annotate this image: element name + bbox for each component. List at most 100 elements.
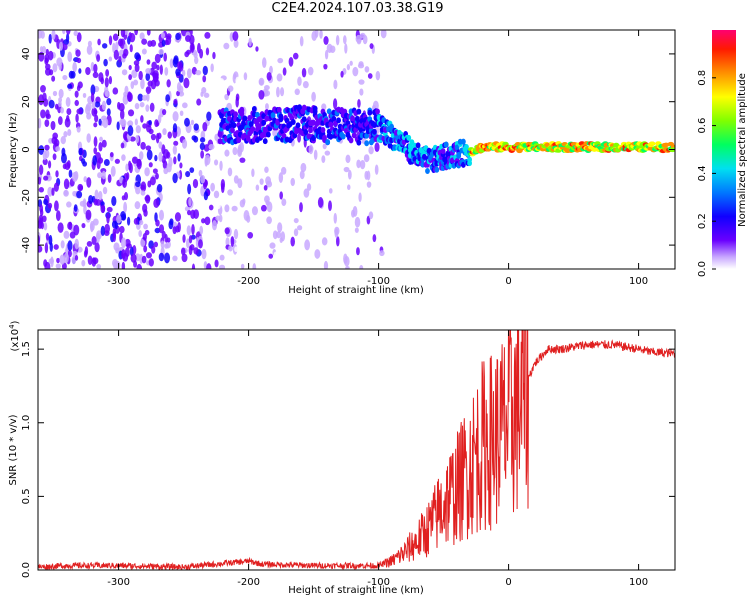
heatmap-cell — [100, 225, 105, 237]
heatmap-cell — [74, 238, 79, 250]
heatmap-cell — [188, 197, 192, 207]
heatmap-cell — [122, 94, 129, 105]
heatmap-cell — [116, 214, 122, 224]
heatmap-cell — [345, 154, 351, 164]
heatmap-cell — [86, 45, 93, 55]
heatmap-cell — [139, 32, 145, 40]
heatmap-cell — [262, 138, 268, 145]
heatmap-cell — [136, 263, 143, 269]
heatmap-cell — [102, 43, 108, 49]
heatmap-cell — [336, 117, 341, 124]
heatmap-cell — [145, 68, 152, 74]
heatmap-cell — [278, 116, 284, 123]
heatmap-cell — [141, 48, 147, 55]
heatmap-cell — [48, 50, 54, 61]
colorbar-tick-label: 0.6 — [697, 118, 708, 134]
heatmap-cell — [93, 136, 98, 148]
heatmap-cell — [75, 113, 79, 123]
heatmap-cell — [107, 173, 112, 183]
heatmap-cell — [182, 102, 188, 109]
heatmap-cell — [248, 37, 252, 47]
heatmap-cell — [63, 178, 70, 190]
heatmap-cell — [303, 188, 310, 198]
heatmap-cell — [242, 115, 248, 122]
heatmap-cell — [145, 86, 152, 94]
heatmap-cell — [96, 54, 101, 62]
heatmap-cell — [242, 198, 246, 205]
heatmap-cell — [143, 223, 148, 230]
heatmap-cell — [317, 197, 324, 208]
heatmap-cell — [45, 48, 49, 56]
heatmap-cell — [158, 252, 165, 262]
heatmap-cell — [93, 109, 98, 115]
heatmap-cell — [136, 158, 142, 170]
heatmap-cell — [434, 166, 440, 173]
heatmap-cell — [356, 159, 361, 169]
heatmap-cell — [91, 257, 97, 267]
heatmap-cell — [189, 244, 195, 251]
heatmap-cell — [120, 213, 127, 221]
heatmap-cell — [66, 108, 72, 116]
heatmap-cell — [211, 220, 218, 231]
heatmap-cell — [90, 84, 96, 96]
heatmap-cell — [134, 52, 141, 60]
heatmap-cell — [355, 34, 362, 43]
heatmap-cell — [372, 128, 377, 135]
heatmap-cell — [104, 77, 109, 88]
heatmap-cell — [366, 181, 372, 188]
heatmap-cell — [98, 190, 103, 201]
heatmap-cell — [44, 57, 49, 66]
heatmap-cell — [94, 189, 99, 201]
heatmap-cell — [140, 181, 147, 193]
heatmap-cell — [45, 232, 50, 241]
heatmap-cell — [90, 92, 95, 103]
heatmap-cell — [415, 142, 421, 149]
heatmap-cell — [88, 194, 94, 204]
heatmap-cell — [55, 210, 61, 222]
heatmap-cell — [73, 204, 78, 212]
heatmap-cell — [79, 200, 86, 207]
heatmap-cell — [121, 154, 126, 161]
heatmap-cell — [131, 156, 139, 164]
heatmap-cell — [265, 180, 273, 188]
heatmap-cell — [425, 167, 430, 174]
heatmap-cell — [51, 187, 55, 196]
heatmap-cell — [184, 117, 190, 127]
heatmap-cell — [94, 101, 101, 108]
heatmap-cell — [172, 255, 178, 262]
heatmap-cell — [138, 70, 143, 81]
heatmap-cell — [306, 183, 312, 191]
heatmap-cell — [299, 202, 303, 213]
spectrogram-x-tick-label: -100 — [367, 276, 390, 287]
heatmap-cell — [177, 153, 181, 162]
heatmap-cell — [443, 141, 449, 148]
heatmap-cell — [93, 63, 98, 74]
heatmap-cell — [352, 205, 358, 217]
heatmap-cell — [227, 85, 234, 92]
heatmap-cell — [212, 51, 216, 60]
snr-y-ticks: 0.0 0.5 1.0 1.5 — [21, 341, 675, 578]
heatmap-cell — [282, 67, 287, 76]
heatmap-cell — [164, 67, 169, 76]
colorbar-gradient — [712, 30, 736, 269]
heatmap-cell — [297, 225, 303, 231]
snr-x-label: Height of straight line (km) — [288, 585, 424, 596]
heatmap-cell — [368, 211, 374, 220]
heatmap-cell — [83, 176, 88, 183]
heatmap-cell — [176, 61, 183, 71]
heatmap-cell — [230, 127, 235, 134]
heatmap-cell — [369, 43, 374, 49]
colorbar-label: Normalized spectral amplitude — [737, 73, 748, 227]
heatmap-cell — [172, 123, 178, 133]
spectrogram-x-tick-label: 0 — [505, 276, 511, 287]
heatmap-cell — [300, 162, 307, 173]
heatmap-cell — [163, 252, 171, 264]
heatmap-cell — [218, 264, 226, 269]
heatmap-cell — [233, 228, 239, 240]
heatmap-cell — [53, 244, 59, 250]
heatmap-cell — [158, 48, 164, 55]
spectrogram-y-tick-label: 40 — [21, 48, 32, 61]
heatmap-cell — [139, 219, 144, 226]
heatmap-cell — [264, 84, 270, 91]
